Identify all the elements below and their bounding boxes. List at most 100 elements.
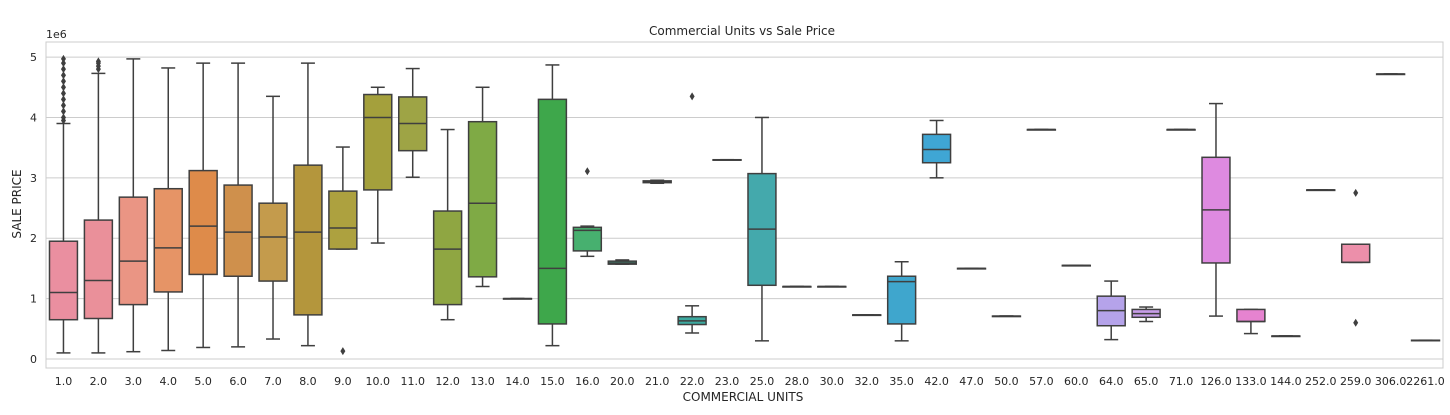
x-tick-label: 15.0: [540, 375, 565, 388]
x-tick-label: 9.0: [334, 375, 352, 388]
box-group: [537, 64, 568, 347]
x-tick-label: 144.0: [1270, 375, 1302, 388]
box-group: [1410, 339, 1441, 342]
x-tick-labels: 1.0 2.0 3.0 4.0 5.0 6.0 7.0 8.0 9.0 10.0 11.0 12.0 1…: [55, 375, 1445, 388]
box: [432, 210, 463, 306]
x-tick-label: 30.0: [820, 375, 845, 388]
box: [467, 120, 498, 278]
x-tick-label: 42.0: [924, 375, 949, 388]
box-group: [118, 58, 149, 353]
box: [188, 169, 218, 276]
outlier-marker: [60, 101, 66, 110]
outlier-marker: [60, 77, 66, 86]
outlier-marker: [60, 71, 66, 80]
x-tick-label: 3.0: [125, 375, 143, 388]
outlier-marker: [1353, 188, 1359, 197]
box: [1340, 243, 1371, 264]
box-group: [921, 119, 952, 179]
y-tick-labels: 0 1 2 3 4 5: [30, 51, 37, 366]
x-tick-label: 35.0: [889, 375, 914, 388]
outlier-marker: [60, 95, 66, 104]
x-tick-label: 71.0: [1169, 375, 1194, 388]
box: [293, 164, 323, 316]
box-group: [397, 67, 428, 178]
x-tick-label: 25.0: [750, 375, 775, 388]
x-tick-label: 21.0: [645, 375, 670, 388]
x-tick-label: 65.0: [1134, 375, 1159, 388]
box: [886, 275, 917, 325]
box: [223, 184, 253, 277]
x-tick-label: 57.0: [1029, 375, 1054, 388]
x-tick-label: 16.0: [575, 375, 600, 388]
box-group: [1096, 280, 1126, 341]
box: [572, 226, 603, 252]
y-scale-offset-label: 1e6: [46, 28, 67, 41]
x-tick-label: 28.0: [785, 375, 810, 388]
x-tick-label: 23.0: [715, 375, 740, 388]
x-tick-label: 13.0: [470, 375, 495, 388]
box-group: [1166, 128, 1196, 131]
y-tick-label: 0: [30, 353, 37, 366]
box-group: [712, 158, 742, 161]
x-tick-label: 11.0: [400, 375, 425, 388]
box-group: [817, 285, 847, 288]
y-tick-label: 2: [30, 232, 37, 245]
box-group: [83, 57, 114, 354]
x-tick-label: 20.0: [610, 375, 635, 388]
box-group: [432, 128, 463, 321]
x-tick-label: 4.0: [159, 375, 177, 388]
box: [83, 219, 114, 320]
x-tick-label: 64.0: [1099, 375, 1124, 388]
box-group: [363, 86, 393, 244]
box-group: [852, 314, 882, 317]
outlier-marker: [60, 83, 66, 92]
box-group: [223, 62, 253, 348]
box: [537, 98, 568, 325]
x-tick-label: 60.0: [1064, 375, 1089, 388]
outlier-marker: [340, 347, 346, 356]
box: [48, 240, 79, 321]
outlier-marker: [60, 107, 66, 116]
x-tick-label: 12.0: [435, 375, 460, 388]
box-group: [1201, 102, 1231, 317]
chart-title: Commercial Units vs Sale Price: [649, 24, 835, 38]
x-tick-label: 6.0: [229, 375, 247, 388]
x-tick-label: 22.0: [680, 375, 705, 388]
outlier-marker: [60, 89, 66, 98]
box-group: [991, 315, 1022, 318]
box: [363, 93, 393, 191]
y-tick-label: 4: [30, 111, 37, 124]
x-tick-label: 2.0: [90, 375, 108, 388]
box-group: [188, 62, 218, 349]
x-tick-label: 8.0: [299, 375, 317, 388]
outlier-marker: [60, 59, 66, 68]
box-series: [48, 54, 1441, 356]
x-tick-label: 7.0: [264, 375, 282, 388]
outlier-marker: [95, 57, 101, 66]
box-group: [1026, 128, 1057, 131]
box: [258, 202, 288, 282]
box-group: [48, 54, 79, 354]
box-group: [153, 67, 183, 352]
x-tick-label: 2261.0: [1406, 375, 1445, 388]
box-group: [293, 62, 323, 347]
box-group: [956, 267, 987, 270]
box-group: [1306, 189, 1336, 192]
box: [921, 133, 952, 164]
box-group: [1236, 308, 1266, 335]
box: [118, 196, 149, 306]
box-group: [607, 259, 637, 265]
y-tick-label: 5: [30, 51, 37, 64]
box-group: [1271, 335, 1301, 338]
x-tick-label: 32.0: [854, 375, 879, 388]
box-group: [1375, 73, 1406, 76]
x-tick-label: 50.0: [994, 375, 1019, 388]
box: [328, 190, 358, 250]
outlier-marker: [689, 92, 695, 101]
x-tick-label: 133.0: [1235, 375, 1267, 388]
box-group: [677, 92, 707, 334]
x-tick-label: 5.0: [194, 375, 212, 388]
x-tick-label: 1.0: [55, 375, 73, 388]
outlier-marker: [60, 54, 66, 63]
